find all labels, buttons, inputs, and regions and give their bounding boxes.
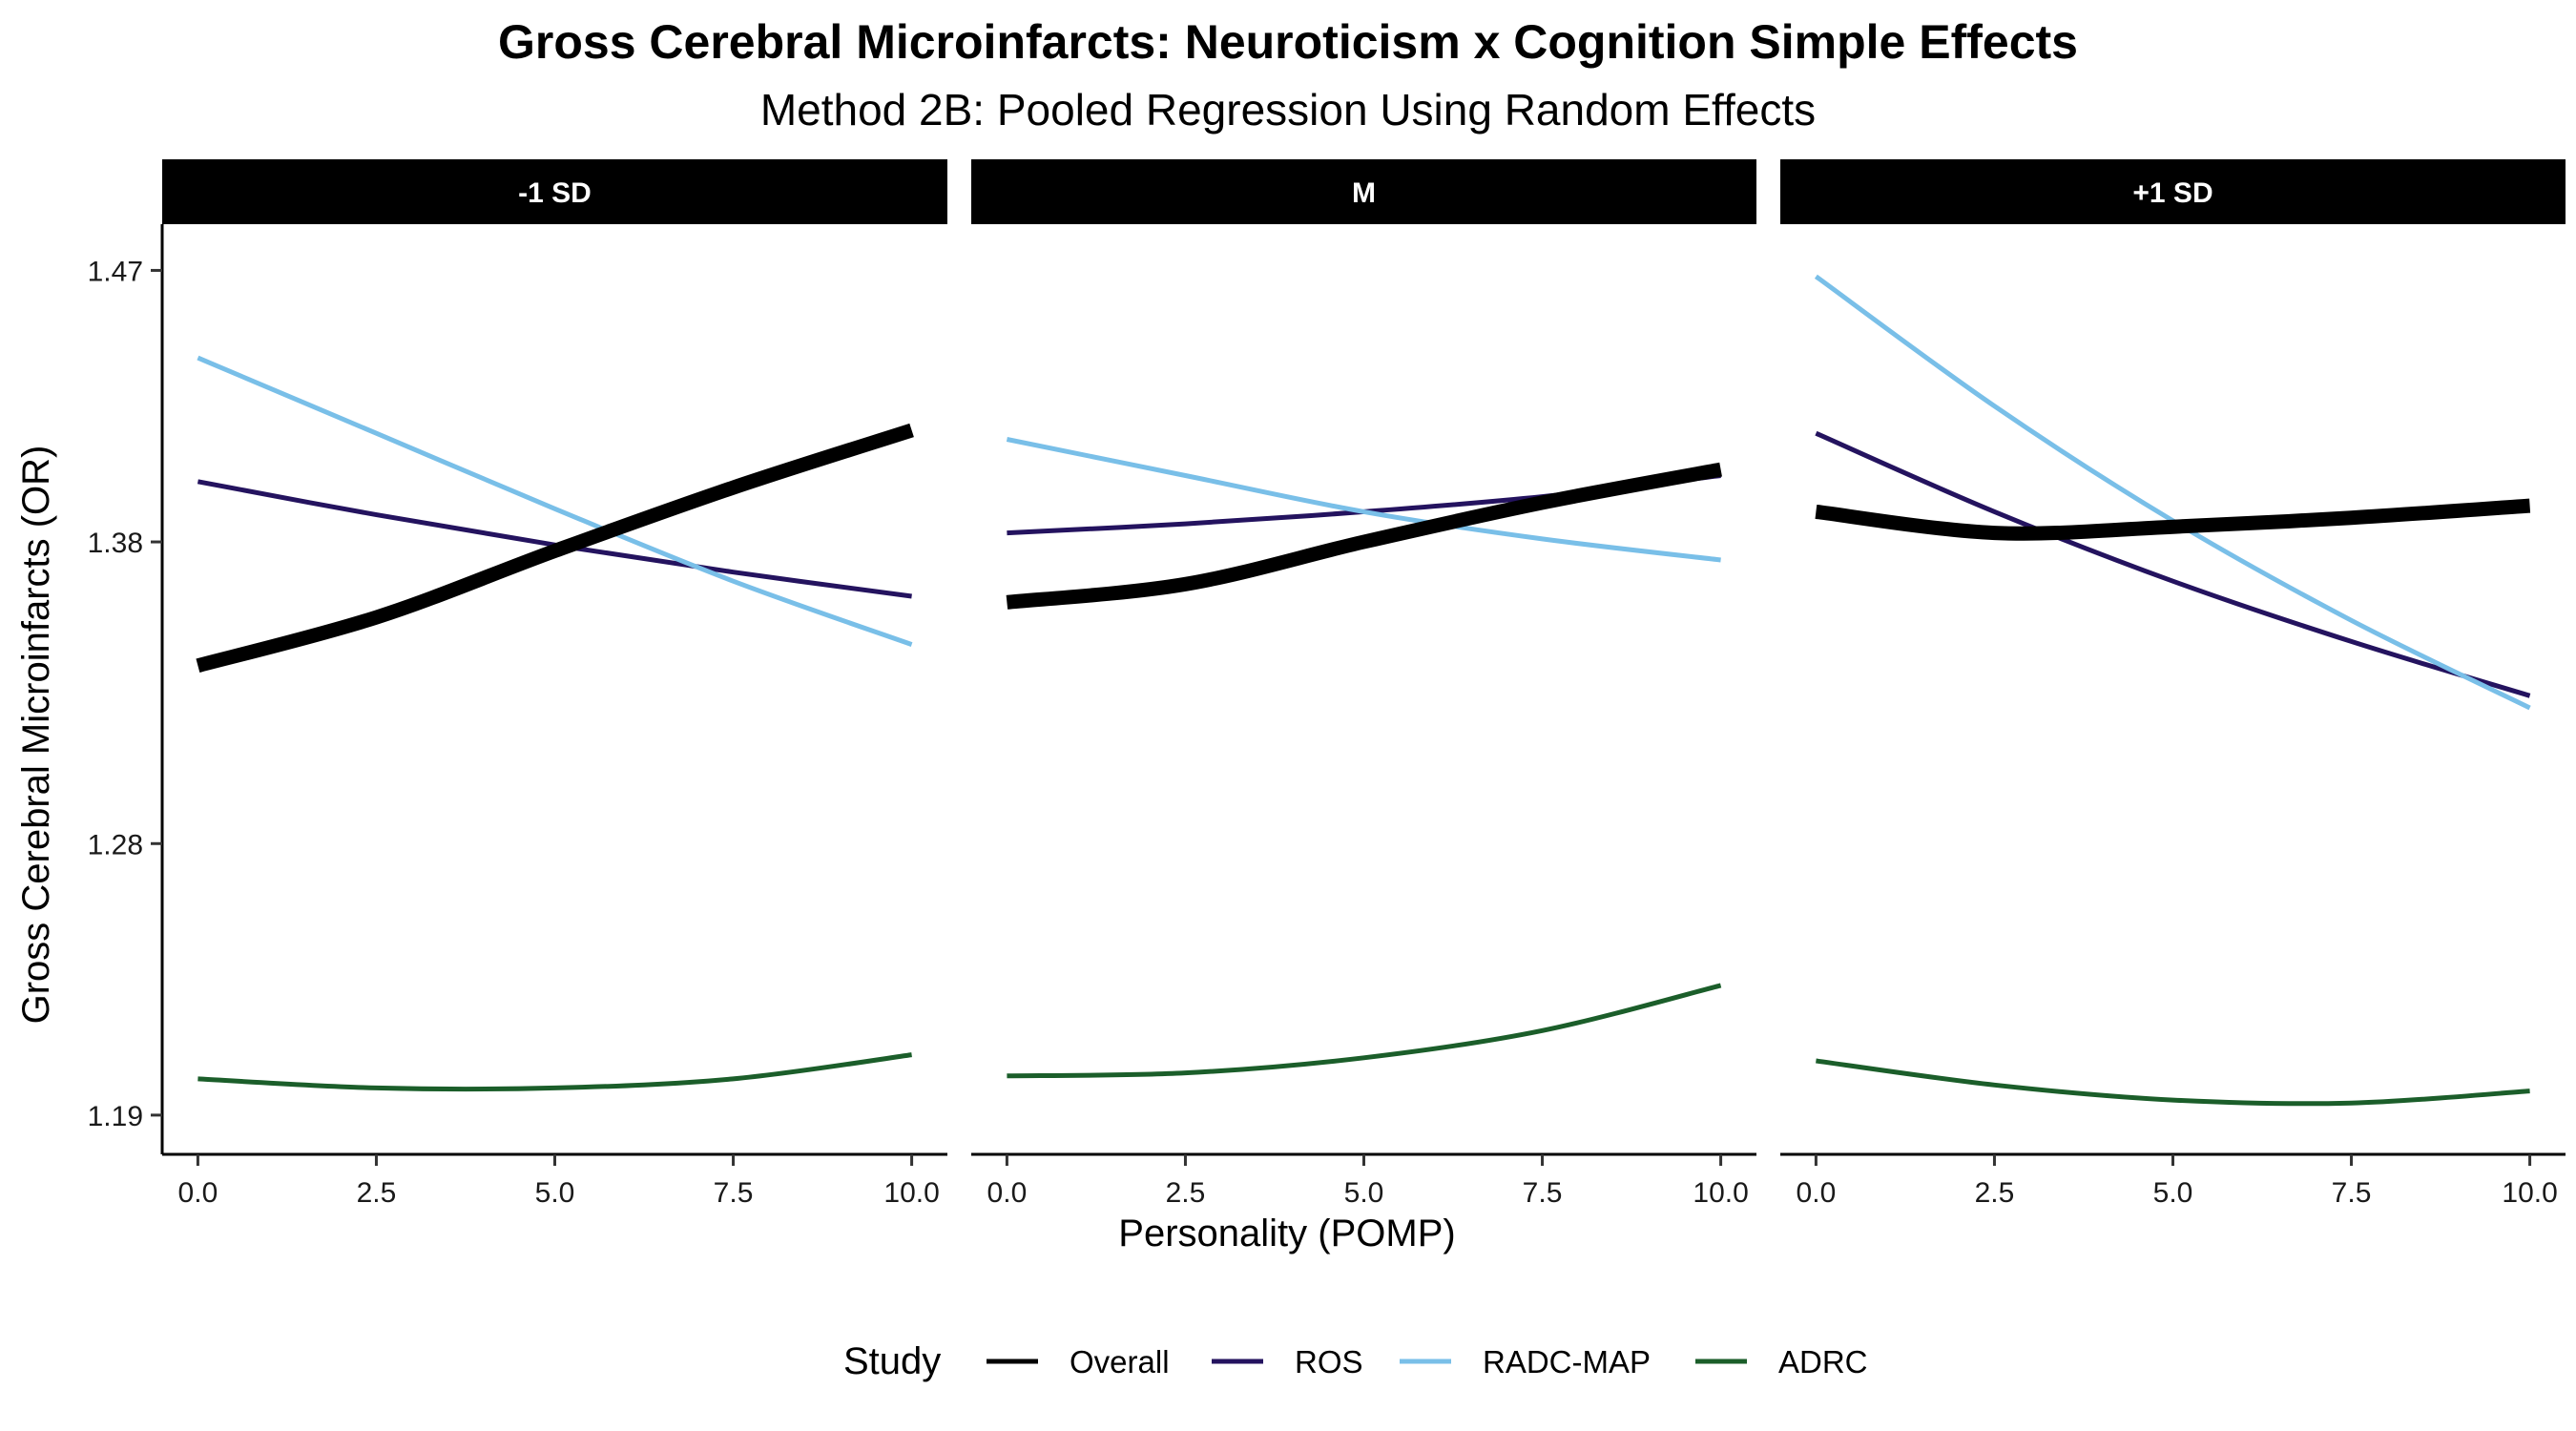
x-tick-label: 7.5 bbox=[2332, 1177, 2372, 1209]
chart-title: Gross Cerebral Microinfarcts: Neuroticis… bbox=[498, 15, 2078, 69]
panel-1-sd: -1 SD 0.0 2.5 5.0 7.5 10.0 1.19 1.28 1.38 1.47 bbox=[88, 159, 947, 1209]
series-line-adrc bbox=[1816, 1058, 2530, 1107]
series-line-overall bbox=[196, 423, 914, 673]
series-line-ros bbox=[197, 479, 912, 599]
legend-label: Overall bbox=[1070, 1344, 1170, 1379]
chart-subtitle: Method 2B: Pooled Regression Using Rando… bbox=[760, 85, 1816, 135]
x-tick-label: 2.5 bbox=[357, 1177, 397, 1209]
x-tick-label: 5.0 bbox=[2153, 1177, 2193, 1209]
legend-item-ros: ROS bbox=[1212, 1344, 1363, 1379]
x-tick-label: 7.5 bbox=[714, 1177, 754, 1209]
facet-strip-label: M bbox=[1352, 177, 1376, 209]
x-tick-label: 0.0 bbox=[987, 1177, 1028, 1209]
y-tick-label: 1.47 bbox=[88, 256, 143, 287]
legend-label: RADC-MAP bbox=[1483, 1344, 1651, 1379]
y-axis-title: Gross Cerebral Microinfarcts (OR) bbox=[15, 446, 57, 1025]
legend-label: ADRC bbox=[1778, 1344, 1868, 1379]
x-tick-label: 10.0 bbox=[2502, 1177, 2557, 1209]
series-line-radc-map bbox=[1814, 274, 2531, 711]
facet-strip-label: +1 SD bbox=[2132, 177, 2212, 209]
y-tick-label: 1.28 bbox=[88, 829, 143, 861]
x-tick-label: 0.0 bbox=[178, 1177, 218, 1209]
series-line-radc-map bbox=[1006, 437, 1721, 563]
series-line-adrc bbox=[197, 1052, 912, 1092]
legend-item-adrc: ADRC bbox=[1695, 1344, 1868, 1379]
x-tick-label: 2.5 bbox=[1166, 1177, 1206, 1209]
legend: Study Overall ROS RADC-MAP ADRC bbox=[843, 1340, 1868, 1382]
facet-strip-label: -1 SD bbox=[518, 177, 592, 209]
facet-strip bbox=[162, 159, 947, 224]
legend-item-overall: Overall bbox=[987, 1344, 1170, 1379]
facet-strip bbox=[1780, 159, 2566, 224]
series-line-overall bbox=[1006, 462, 1722, 610]
x-tick-label: 10.0 bbox=[883, 1177, 939, 1209]
series-line-adrc bbox=[1007, 983, 1722, 1079]
x-axis-title: Personality (POMP) bbox=[1118, 1213, 1455, 1255]
x-tick-label: 5.0 bbox=[535, 1177, 575, 1209]
x-tick-label: 7.5 bbox=[1523, 1177, 1563, 1209]
panel-m: M 0.0 2.5 5.0 7.5 10.0 bbox=[971, 159, 1756, 1209]
legend-title: Study bbox=[843, 1340, 941, 1382]
facet-strip bbox=[971, 159, 1756, 224]
x-tick-label: 0.0 bbox=[1797, 1177, 1837, 1209]
series-line-ros bbox=[1815, 430, 2531, 698]
legend-item-radc-map: RADC-MAP bbox=[1400, 1344, 1651, 1379]
x-tick-label: 2.5 bbox=[1975, 1177, 2015, 1209]
y-tick-label: 1.19 bbox=[88, 1101, 143, 1132]
legend-label: ROS bbox=[1295, 1344, 1363, 1379]
x-tick-label: 10.0 bbox=[1693, 1177, 1748, 1209]
panel-1-sd: +1 SD 0.0 2.5 5.0 7.5 10.0 bbox=[1780, 159, 2566, 1209]
y-tick-label: 1.38 bbox=[88, 528, 143, 559]
series-line-radc-map bbox=[197, 355, 913, 647]
x-tick-label: 5.0 bbox=[1344, 1177, 1384, 1209]
series-line-overall bbox=[1815, 498, 2531, 541]
facet-panels: -1 SD 0.0 2.5 5.0 7.5 10.0 1.19 1.28 1.38 1.47 M 0.… bbox=[88, 159, 2566, 1209]
